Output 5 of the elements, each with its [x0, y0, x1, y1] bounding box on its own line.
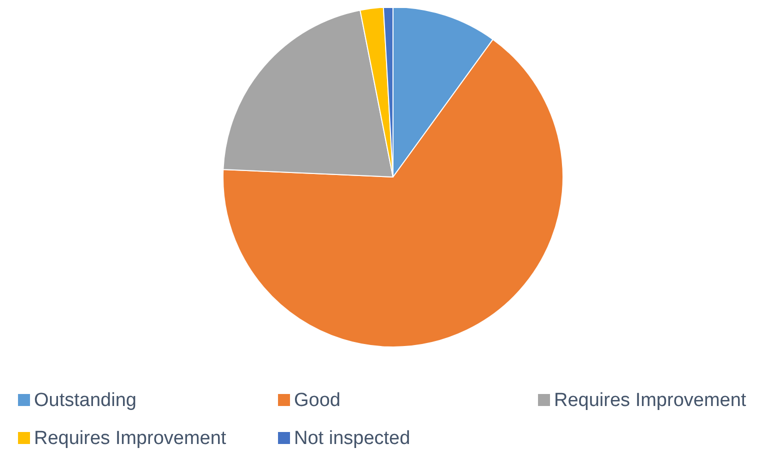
legend-label: Not inspected	[294, 428, 410, 449]
legend-label: Outstanding	[34, 390, 136, 411]
legend-label: Requires Improvement	[554, 390, 747, 411]
legend-label: Good	[294, 390, 340, 411]
legend-label: Requires Improvement	[34, 428, 227, 449]
